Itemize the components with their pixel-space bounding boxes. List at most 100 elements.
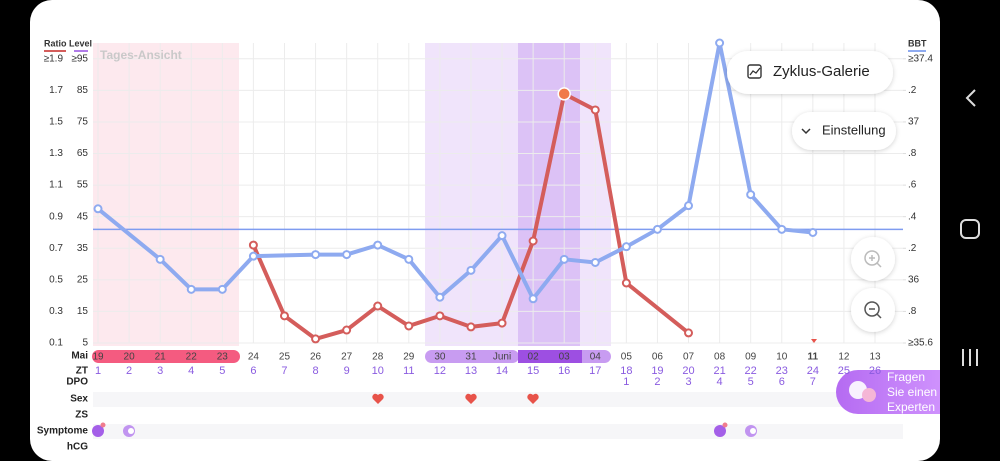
data-point	[684, 328, 694, 338]
dpo-label: 3	[685, 376, 691, 388]
y-tick-label: 5	[82, 338, 88, 349]
zoom-out-bg[interactable]	[851, 288, 895, 332]
y2-tick-label: .2	[908, 85, 917, 96]
zt-label: 15	[527, 365, 539, 377]
row-label: ZS	[75, 410, 88, 421]
symptom-icon-inner	[128, 428, 134, 434]
date-label: 11	[808, 352, 819, 363]
expert-label[interactable]: Fragen	[887, 370, 925, 384]
left-axis-title: Ratio Level	[44, 38, 92, 48]
y-tick-label: 25	[77, 274, 89, 285]
date-label: 08	[714, 352, 726, 363]
fertile-pill	[425, 350, 519, 363]
chevron-icon	[801, 128, 811, 135]
data-point	[217, 284, 227, 294]
settings-button-bg[interactable]	[792, 112, 896, 150]
plot	[93, 38, 903, 344]
data-point	[652, 224, 662, 234]
data-point	[248, 240, 258, 250]
ovulation-pill	[518, 350, 580, 363]
zt-label: 23	[776, 365, 788, 377]
date-label: 25	[279, 352, 291, 363]
data-point	[466, 265, 476, 275]
expert-label[interactable]: Experten	[887, 400, 935, 414]
y-tick-label: 15	[77, 306, 89, 317]
y-tick-label: 55	[77, 180, 89, 191]
zt-label: 18	[620, 365, 632, 377]
zoom-icon	[864, 250, 880, 266]
series-line	[158, 254, 256, 292]
gallery-icon	[749, 67, 761, 76]
date-label: 22	[186, 352, 198, 363]
data-point	[311, 250, 321, 260]
zt-label: 20	[682, 365, 694, 377]
y2-tick-label: 37	[908, 117, 920, 128]
sex-markers	[372, 393, 539, 404]
data-point	[155, 254, 165, 264]
expert-label[interactable]: Sie einen	[887, 385, 937, 399]
row-label: hCG	[67, 442, 88, 453]
grid: ≥95 85 75 65 55 45 35 25 15 5 ≥1.9 1.7 1.5 1.3 1.1 0.9 0…	[44, 43, 933, 349]
data-point	[528, 294, 538, 304]
data-point	[311, 334, 321, 344]
zoom-in-bg[interactable]	[851, 237, 895, 281]
settings-label[interactable]: Einstellung	[822, 122, 886, 137]
symptom-dot	[100, 422, 106, 428]
date-label: 24	[248, 352, 260, 363]
ovulation-band	[518, 43, 580, 346]
date-label: 07	[683, 352, 695, 363]
y2-tick-label: .8	[908, 306, 917, 317]
settings-button[interactable]: Einstellung	[792, 112, 896, 150]
view-label: Tages-Ansicht	[100, 48, 182, 62]
zt-label: 14	[496, 365, 508, 377]
gallery-button-bg[interactable]	[727, 51, 893, 94]
gallery-icon	[747, 64, 762, 79]
row-label: Mai	[71, 351, 88, 362]
date-label: 20	[124, 352, 136, 363]
data-point	[590, 105, 600, 115]
y-tick-label: 85	[77, 85, 89, 96]
zt-label: 16	[558, 365, 570, 377]
right-axis-title: BBT	[908, 38, 927, 48]
expert-button[interactable]: Fragen Sie einen Experten	[836, 370, 966, 414]
gallery-button[interactable]: Zyklus-Galerie	[727, 51, 893, 94]
zoom-icon	[864, 301, 880, 317]
dpo-label: 1	[623, 376, 629, 388]
data-point	[93, 204, 103, 214]
row-label: Symptome	[37, 426, 89, 437]
ratio-label: 1.3	[49, 148, 63, 159]
period-band	[93, 43, 239, 346]
zt-label: 10	[372, 365, 384, 377]
dpo-label: 4	[717, 376, 723, 388]
expert-button-bg[interactable]	[836, 370, 966, 414]
zt-label: 4	[188, 365, 194, 377]
date-label: 06	[652, 352, 664, 363]
line-bridge	[251, 252, 318, 259]
symptom-dot	[722, 422, 728, 428]
data-point	[342, 325, 352, 335]
heart	[372, 393, 384, 404]
y2-tick-label: .8	[908, 148, 917, 159]
zoom-out-button[interactable]	[851, 288, 895, 332]
nav-home[interactable]	[960, 219, 980, 239]
nav-back[interactable]	[965, 89, 976, 107]
y2-tick-label: ≥35.6	[908, 338, 933, 349]
data-point	[559, 254, 569, 264]
ratio-label: 1.7	[49, 85, 63, 96]
date-label: 26	[310, 352, 322, 363]
gallery-label[interactable]: Zyklus-Galerie	[773, 63, 870, 80]
zoom-in-button[interactable]	[851, 237, 895, 281]
date-label: Juni	[493, 352, 511, 363]
row-band	[93, 392, 903, 407]
zt-label: 2	[126, 365, 132, 377]
nav-recent[interactable]	[962, 349, 978, 366]
symptom-icon	[714, 425, 726, 437]
date-label: 23	[217, 352, 229, 363]
zt-label: 24	[807, 365, 819, 377]
period-pill	[92, 350, 240, 363]
dpo-label: 2	[654, 376, 660, 388]
ratio-label: 0.7	[49, 243, 63, 254]
data-point	[746, 190, 756, 200]
y2-tick-label: 36	[908, 274, 920, 285]
